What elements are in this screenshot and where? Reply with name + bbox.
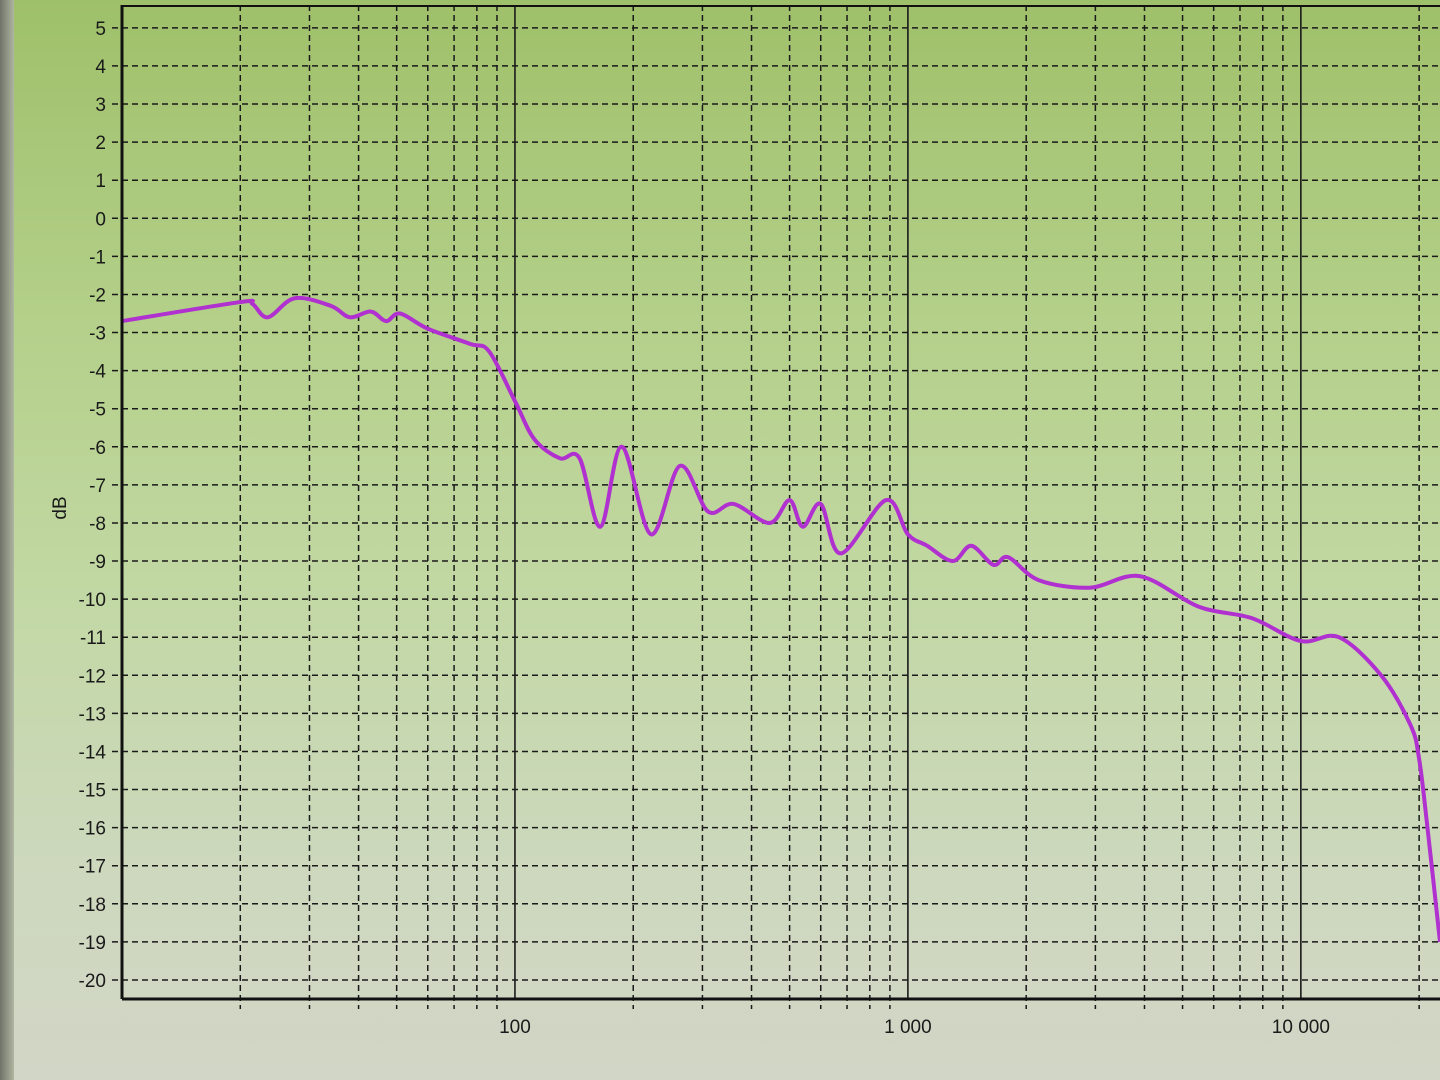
- y-tick-label: -1: [89, 247, 106, 268]
- y-tick-label: -15: [79, 781, 106, 802]
- y-tick-label: -19: [79, 933, 106, 954]
- y-tick-label: -14: [79, 742, 107, 763]
- y-tick-label: -2: [89, 285, 106, 306]
- y-axis-ticks: 5 4 3 2 1 0 -1 -2 -3 -4 -5 -6 -7 -8 -9 -10 -11 -12 -13 -14 -…: [79, 19, 107, 992]
- y-tick-label: -16: [79, 819, 106, 840]
- x-tick-label: 100: [499, 1017, 531, 1038]
- y-tick-label: -13: [79, 704, 106, 725]
- y-tick-label: -4: [89, 362, 106, 383]
- response-curve: [121, 295, 1440, 943]
- x-tick-label: 1 000: [884, 1017, 932, 1038]
- y-tick-label: -5: [89, 400, 106, 421]
- y-tick-label: 3: [95, 95, 106, 116]
- y-axis-label: dB: [50, 496, 71, 519]
- y-tick-label: 0: [95, 209, 106, 230]
- y-tick-label: 5: [95, 19, 106, 40]
- y-tick-label: -8: [89, 514, 106, 535]
- y-tick-label: -9: [89, 552, 106, 573]
- x-axis-ticks: 100 1 000 10 000: [499, 1017, 1330, 1038]
- y-tick-label: -12: [79, 666, 106, 687]
- x-tick-label: 10 000: [1272, 1017, 1330, 1038]
- y-tick-label: -18: [79, 895, 106, 916]
- grid: [112, 5, 1440, 1009]
- y-tick-label: -20: [79, 971, 106, 992]
- y-tick-label: 2: [95, 133, 106, 154]
- y-tick-label: -17: [79, 857, 106, 878]
- y-tick-label: 4: [95, 57, 106, 78]
- y-tick-label: -10: [79, 590, 106, 611]
- y-tick-label: 1: [95, 171, 106, 192]
- y-tick-label: -11: [80, 628, 106, 649]
- y-tick-label: -3: [89, 324, 106, 345]
- y-tick-label: -6: [89, 438, 106, 459]
- window-edge: [0, 0, 14, 1080]
- y-tick-label: -7: [89, 476, 106, 497]
